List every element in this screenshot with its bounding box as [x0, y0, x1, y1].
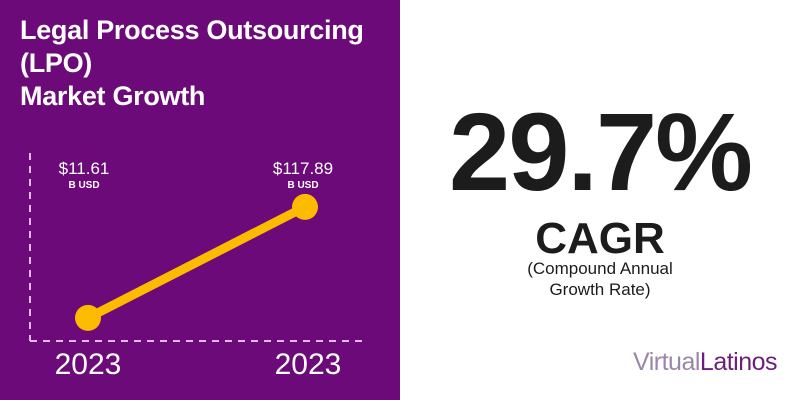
description-line: (Compound Annual: [527, 259, 673, 278]
series-line: [85, 202, 308, 322]
line-chart: $11.61 B USD 2023 $117.89 B USD 2023: [29, 153, 364, 381]
data-point: [292, 193, 318, 220]
title-line: Market Growth: [20, 81, 206, 111]
unit-label: B USD: [287, 180, 318, 191]
data-label: $11.61: [59, 159, 110, 178]
data-label: $117.89: [273, 159, 333, 178]
virtuallatinos-logo: VirtualLatinos: [633, 348, 778, 377]
unit-label: B USD: [68, 180, 99, 191]
chart-title: Legal Process Outsourcing (LPO) Market G…: [20, 14, 364, 113]
logo-part: Latinos: [699, 348, 778, 376]
cagr-label: CAGR: [535, 214, 665, 263]
data-point: [75, 304, 101, 331]
description-line: Growth Rate): [549, 280, 651, 299]
cagr-description: (Compound Annual Growth Rate): [400, 258, 800, 300]
cagr-value: 29.7%: [449, 91, 753, 214]
logo-part: Virtual: [633, 348, 700, 376]
x-tick-label: 2023: [275, 348, 342, 381]
chart-panel: Legal Process Outsourcing (LPO) Market G…: [0, 0, 400, 400]
title-line: (LPO): [20, 48, 92, 78]
x-tick-label: 2023: [55, 348, 122, 381]
title-line: Legal Process Outsourcing: [20, 15, 364, 45]
